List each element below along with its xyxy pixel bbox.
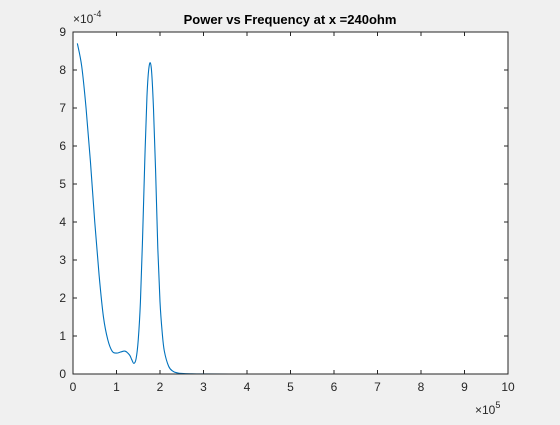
x-tick-label: 2 — [157, 380, 164, 394]
x-tick-label: 5 — [287, 380, 294, 394]
x-tick-label: 3 — [200, 380, 207, 394]
y-tick-label: 1 — [59, 329, 66, 343]
ticks-layer: 0 1 2 3 4 5 6 7 8 9 10 0 1 2 3 4 5 6 7 8 9 — [59, 25, 515, 394]
y-tick-label: 0 — [59, 367, 66, 381]
x-multiplier-base: ×10 — [475, 403, 496, 417]
x-tick-label: 10 — [501, 380, 515, 394]
y-multiplier-exponent: -4 — [93, 9, 101, 19]
x-tick-label: 8 — [418, 380, 425, 394]
y-tick-label: 6 — [59, 139, 66, 153]
x-axis-multiplier: ×105 — [475, 400, 500, 417]
x-tick-label: 1 — [113, 380, 120, 394]
y-axis-multiplier: ×10-4 — [73, 9, 101, 26]
x-tick-label: 4 — [244, 380, 251, 394]
x-tick-label: 0 — [70, 380, 77, 394]
x-multiplier-exponent: 5 — [495, 400, 500, 410]
y-tick-label: 3 — [59, 253, 66, 267]
x-tick-label: 6 — [331, 380, 338, 394]
x-tick-label: 9 — [461, 380, 468, 394]
y-tick-label: 9 — [59, 25, 66, 39]
y-tick-label: 8 — [59, 63, 66, 77]
y-tick-label: 7 — [59, 101, 66, 115]
y-multiplier-base: ×10 — [73, 12, 94, 26]
y-tick-label: 5 — [59, 177, 66, 191]
y-tick-label: 2 — [59, 291, 66, 305]
x-tick-label: 7 — [374, 380, 381, 394]
y-tick-label: 4 — [59, 215, 66, 229]
axes-box — [72, 31, 509, 375]
chart-title: Power vs Frequency at x =240ohm — [184, 12, 397, 27]
plot-area — [73, 32, 508, 374]
